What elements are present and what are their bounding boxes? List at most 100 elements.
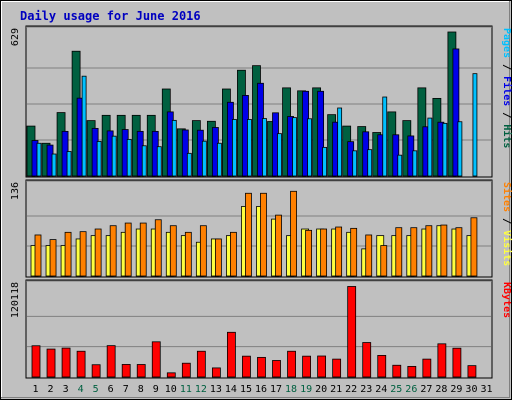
bar-kbytes [91, 364, 101, 378]
bar-pages [457, 121, 463, 177]
bar-sites [199, 225, 207, 277]
x-tick-label: 9 [153, 384, 159, 395]
bar-kbytes [332, 358, 342, 378]
bar-pages [262, 118, 267, 177]
legend-entry: Visits [501, 230, 512, 266]
bar-sites [425, 225, 433, 277]
bar-kbytes [211, 367, 221, 378]
bar-kbytes [61, 347, 71, 378]
bar-kbytes [452, 347, 462, 378]
legend-entry: Sites [501, 182, 512, 212]
bar-kbytes [76, 350, 86, 378]
bar-kbytes [422, 358, 432, 378]
legend-entry: Files [501, 76, 512, 106]
legend: KBytes [501, 282, 512, 318]
bar-kbytes [121, 364, 131, 378]
x-tick-label: 20 [315, 384, 327, 395]
bar-kbytes [31, 345, 41, 378]
bar-sites [470, 217, 478, 277]
bar-pages [96, 141, 102, 177]
bar-sites [34, 234, 42, 277]
x-tick-label: 2 [48, 384, 54, 395]
bar-kbytes [181, 362, 191, 378]
bar-pages [141, 145, 147, 177]
x-tick-label: 17 [270, 384, 282, 395]
bar-sites [94, 228, 102, 277]
bar-kbytes [151, 341, 161, 378]
bar-kbytes [166, 372, 176, 378]
x-tick-label: 12 [195, 384, 207, 395]
bar-sites [214, 238, 222, 277]
x-tick-label: 7 [123, 384, 129, 395]
x-tick-label: 14 [225, 384, 237, 395]
bar-kbytes [46, 348, 56, 378]
bar-pages [427, 117, 433, 177]
bar-sites [64, 231, 72, 277]
x-tick-label: 29 [450, 384, 462, 395]
bar-pages [156, 146, 162, 177]
x-tick-label: 24 [375, 384, 387, 395]
bar-kbytes [227, 331, 236, 378]
x-tick-label: 6 [108, 384, 114, 395]
bar-pages [126, 138, 132, 177]
panel-2: 136 Sites / Visits [10, 179, 512, 278]
bar-pages [472, 73, 478, 177]
bar-pages [232, 119, 237, 177]
bar-sites [305, 229, 312, 277]
bar-pages [292, 117, 297, 177]
bar-kbytes [392, 364, 402, 378]
bar-kbytes [467, 365, 477, 378]
x-axis-labels: 1 2 3 4 5 6 7 8 9 10 11 12 13 14 15 16 17 18 19 20 21 22 23 24 2… [33, 384, 493, 395]
bar-files [317, 90, 325, 177]
x-tick-label: 8 [138, 384, 144, 395]
x-tick-label: 25 [390, 384, 402, 395]
bar-sites [154, 219, 162, 277]
bar-kbytes [287, 350, 296, 378]
bar-sites [184, 231, 192, 277]
bar-pages [111, 135, 117, 177]
x-tick-label: 31 [480, 384, 492, 395]
x-tick-label: 30 [465, 384, 477, 395]
bar-sites [395, 227, 403, 277]
bar-sites [455, 227, 463, 277]
chart-title: Daily usage for June 2016 [20, 9, 201, 23]
legend-entry: / [501, 58, 512, 76]
bar-kbytes [347, 286, 357, 378]
bar-sites [139, 222, 147, 277]
legend: Sites / Visits [501, 182, 512, 266]
bar-sites [79, 231, 87, 277]
bar-kbytes [302, 355, 311, 378]
bar-kbytes [272, 360, 281, 378]
x-tick-label: 11 [180, 384, 192, 395]
x-tick-label: 4 [78, 384, 84, 395]
x-tick-label: 13 [210, 384, 222, 395]
x-tick-label: 21 [330, 384, 342, 395]
x-tick-label: 10 [165, 384, 177, 395]
bar-kbytes [136, 364, 146, 378]
x-tick-label: 23 [360, 384, 372, 395]
bar-sites [440, 224, 448, 277]
bar-pages [186, 152, 192, 177]
bar-pages [277, 133, 282, 177]
legend: Pages / Files / Hits [501, 28, 512, 148]
panel-1: 629 Pages / Files / Hits [10, 25, 512, 178]
x-tick-label: 5 [93, 384, 99, 395]
x-tick-label: 3 [63, 384, 69, 395]
legend-entry: KBytes [501, 282, 512, 318]
legend-entry: / [501, 212, 512, 230]
x-tick-label: 19 [300, 384, 312, 395]
bar-pages [307, 118, 312, 177]
bar-pages [367, 149, 373, 177]
bar-pages [66, 151, 72, 177]
x-tick-label: 22 [345, 384, 357, 395]
bar-pages [442, 122, 448, 177]
bar-sites [245, 192, 252, 277]
bar-sites [260, 192, 267, 277]
bar-kbytes [106, 345, 116, 378]
bar-pages [322, 146, 328, 177]
bar-sites [320, 228, 328, 277]
bar-pages [51, 153, 57, 177]
bar-kbytes [437, 343, 447, 378]
